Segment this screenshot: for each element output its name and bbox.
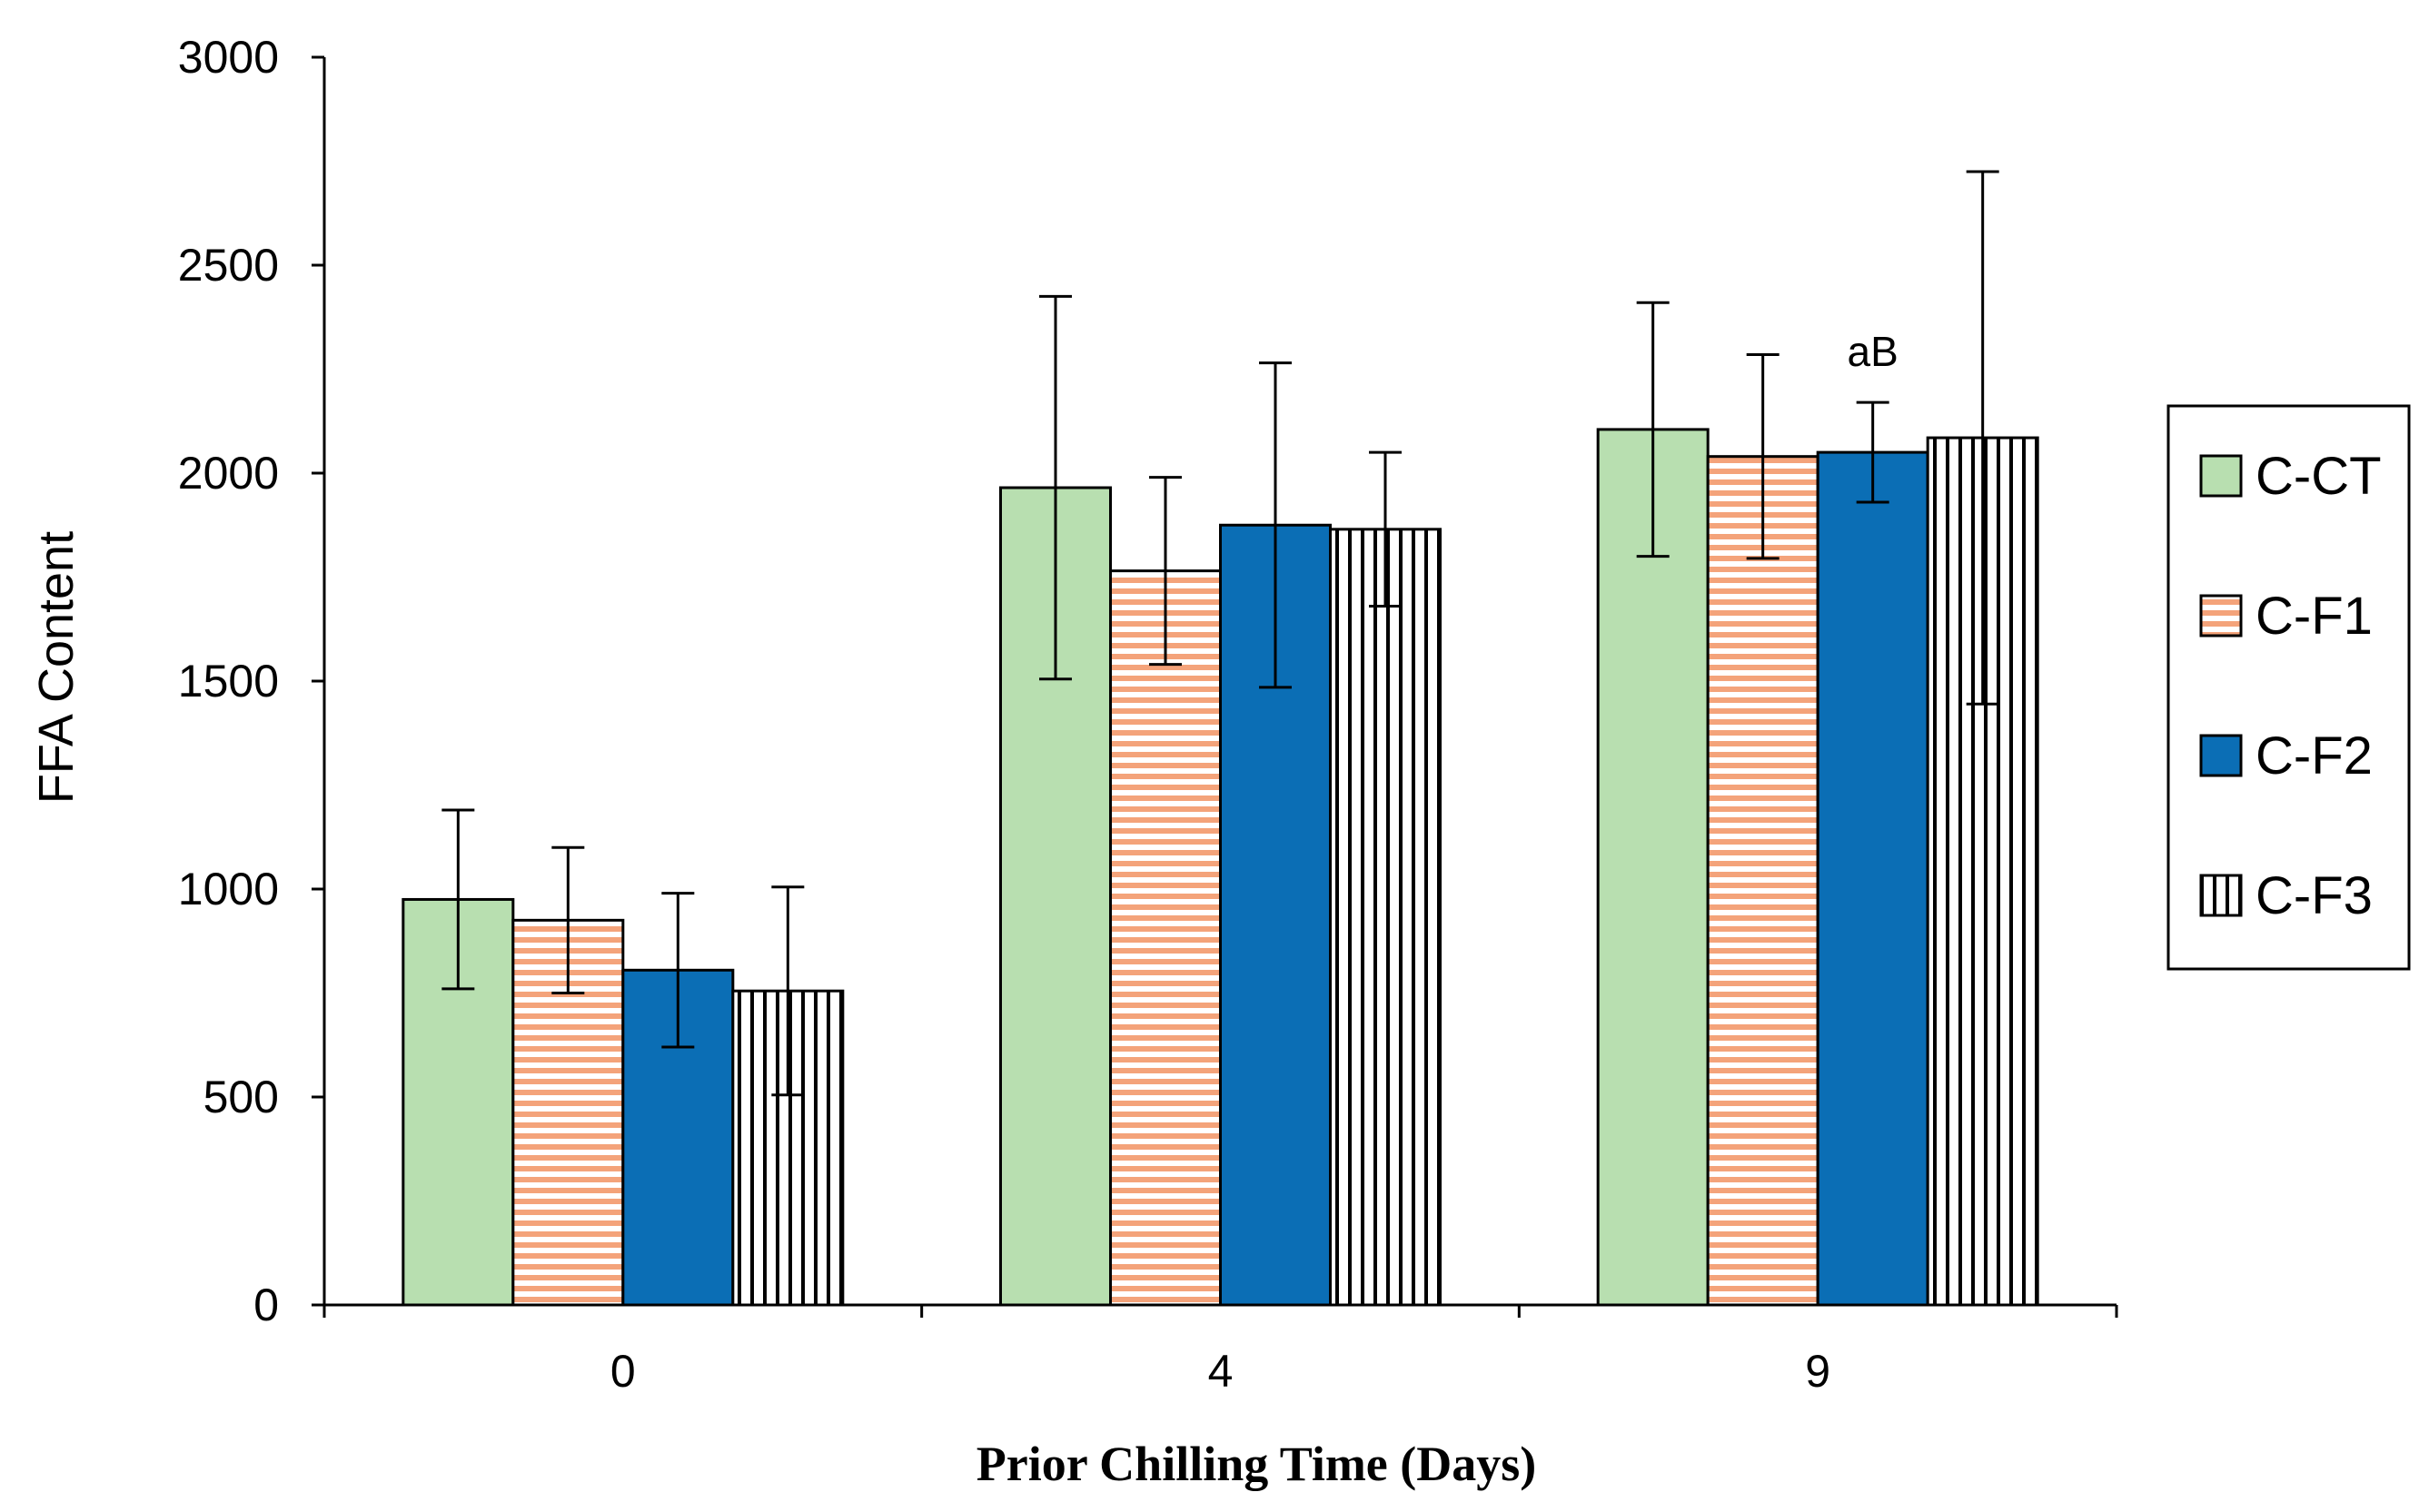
legend-swatch (2199, 734, 2243, 777)
legend-item-c-f1: C-F1 (2199, 587, 2373, 646)
y-tick-label: 0 (253, 1280, 279, 1330)
bar-c-f1-day-9 (1706, 455, 1819, 1307)
annotation-label: aB (1848, 328, 1899, 375)
legend-item-c-f2: C-F2 (2199, 726, 2373, 786)
error-bar-c-f2-day-9 (1856, 400, 1889, 504)
legend-item-c-ct: C-CT (2199, 447, 2382, 506)
y-tick-label: 1500 (178, 656, 279, 707)
y-tick-label: 1000 (178, 864, 279, 914)
y-tick-label: 2500 (178, 240, 279, 291)
bar-c-f3-day-4 (1329, 528, 1442, 1307)
error-bar-c-f2-day-0 (661, 892, 695, 1049)
bar-c-ct-day-9 (1596, 428, 1710, 1307)
legend-swatch (2199, 594, 2243, 637)
error-bar-c-ct-day-4 (1039, 294, 1072, 681)
error-bar-c-f3-day-0 (771, 885, 805, 1097)
x-axis-label: Prior Chilling Time (Days) (977, 1437, 1537, 1491)
error-bar-c-ct-day-9 (1636, 301, 1670, 558)
y-tick-label: 3000 (178, 32, 279, 83)
axes: 0 500 1000 1500 2000 2500 3000 0 4 9 (178, 32, 2118, 1397)
x-tick-label: 9 (1805, 1346, 1830, 1397)
error-bar-c-f3-day-4 (1369, 450, 1402, 608)
y-tick-label: 2000 (178, 448, 279, 499)
labels: FFA Content Prior Chilling Time (Days) (29, 531, 1536, 1491)
x-tick-label: 0 (610, 1346, 636, 1397)
error-bar-c-f1-day-4 (1149, 476, 1182, 667)
legend-label: C-F3 (2256, 866, 2373, 925)
x-tick-label: 4 (1208, 1346, 1234, 1397)
error-bars: aB (441, 170, 1999, 1097)
legend-label: C-F1 (2256, 587, 2373, 646)
legend-label: C-CT (2256, 447, 2382, 506)
error-bar-c-f1-day-9 (1746, 352, 1780, 560)
y-axis-label: FFA Content (29, 531, 84, 804)
legend-swatch (2199, 874, 2243, 917)
bar-c-f1-day-4 (1109, 569, 1222, 1307)
error-bar-c-f3-day-9 (1966, 170, 1999, 706)
legend-item-c-f3: C-F3 (2199, 866, 2373, 925)
error-bar-c-f1-day-0 (551, 845, 585, 994)
legend: C-CT C-F1 C-F2 C-F3 (2166, 404, 2411, 971)
bar-c-f2-day-9 (1816, 450, 1929, 1307)
legend-label: C-F2 (2256, 726, 2373, 786)
error-bar-c-f2-day-4 (1259, 361, 1292, 689)
error-bar-c-ct-day-0 (441, 808, 475, 991)
y-tick-label: 500 (203, 1072, 279, 1122)
bars (402, 428, 2039, 1307)
legend-swatch (2199, 454, 2243, 498)
